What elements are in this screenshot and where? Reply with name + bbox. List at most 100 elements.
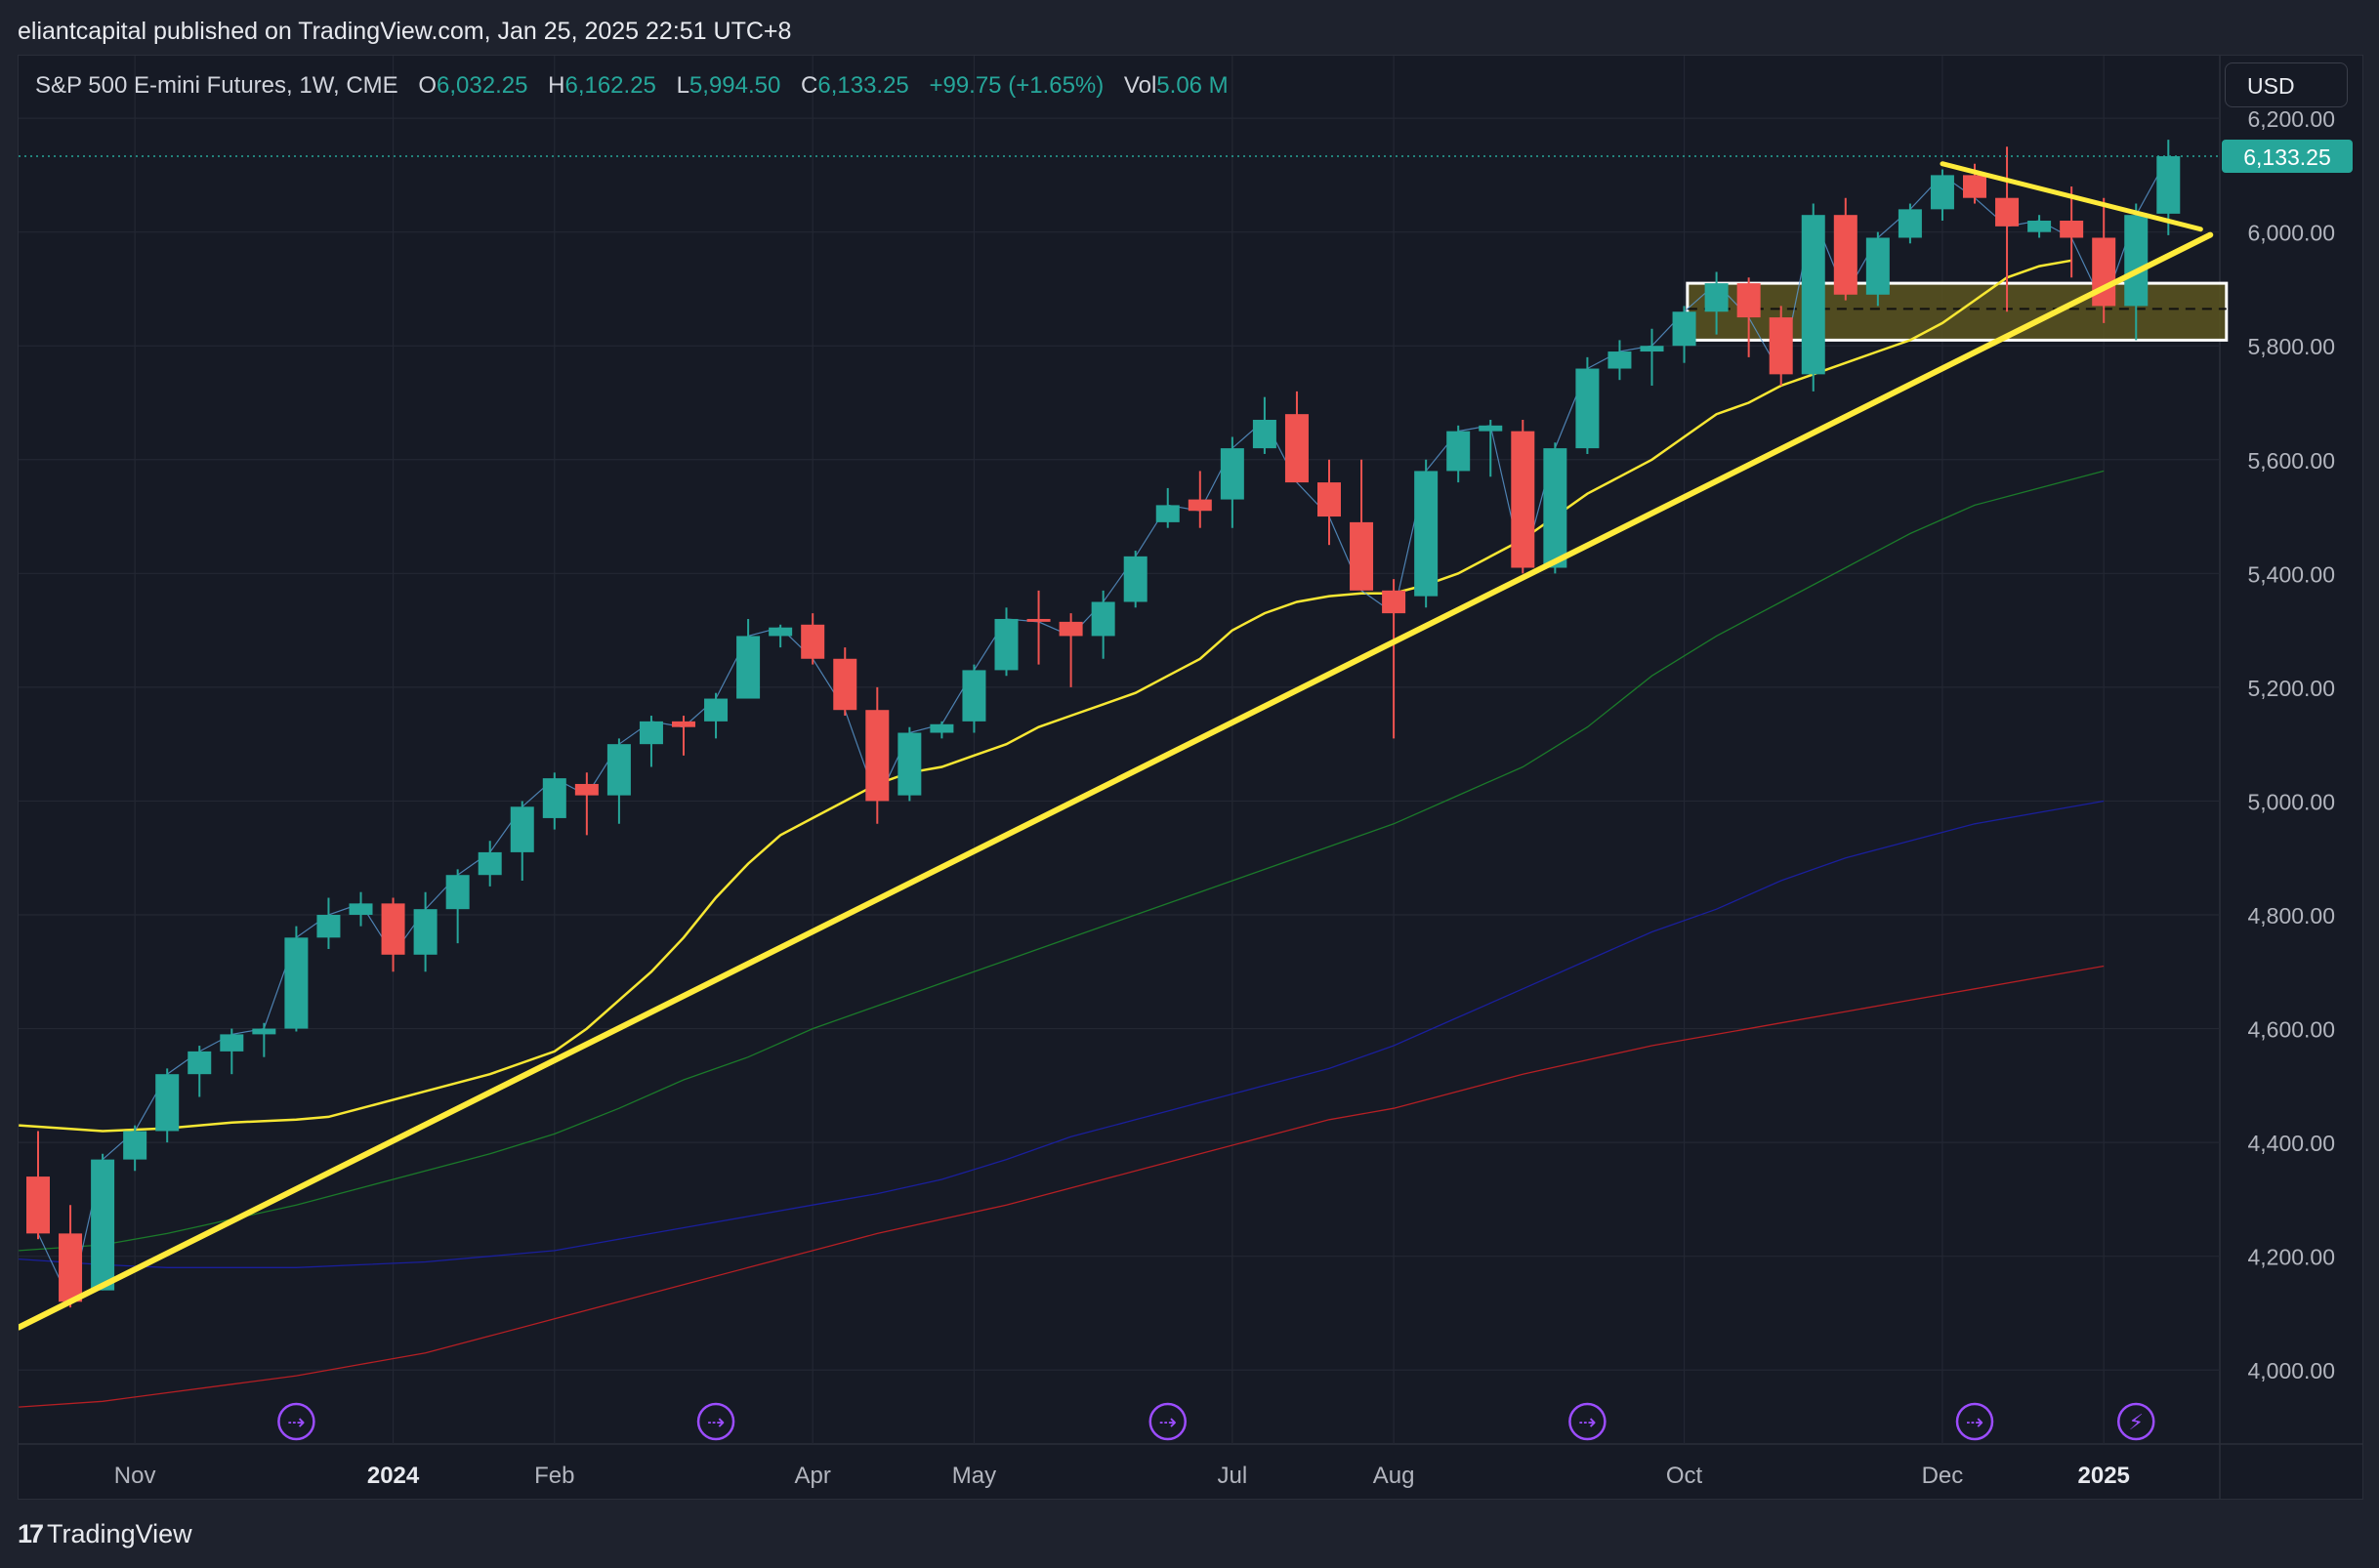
candle-up[interactable] [542,778,566,818]
candle-up[interactable] [1704,283,1729,312]
candle-up[interactable] [155,1074,180,1132]
candle-down[interactable] [801,624,825,659]
bottom-bar [0,1502,2379,1568]
candle-up[interactable] [1898,209,1922,238]
candle-up[interactable] [2156,156,2181,214]
candle-up[interactable] [91,1159,115,1291]
event-marker-icon[interactable] [1568,1402,1607,1441]
candle-up[interactable] [1123,556,1148,602]
y-tick-label: 4,600.00 [2247,1017,2335,1043]
candle-up[interactable] [252,1028,276,1035]
candle-up[interactable] [606,744,631,796]
moving-average-line [19,470,2105,1252]
trendline[interactable] [19,231,2214,1331]
candle-down[interactable] [26,1176,50,1234]
candle-down[interactable] [1769,317,1793,375]
candle-up[interactable] [1479,425,1503,432]
candle-up[interactable] [1865,237,1890,295]
candle-up[interactable] [1252,419,1276,449]
tradingview-brand[interactable]: 17 TradingView [18,1519,192,1549]
candle-up[interactable] [639,721,663,745]
low-label: L [676,72,689,99]
event-marker-icon[interactable] [2117,1402,2155,1441]
candle-down[interactable] [865,710,890,802]
candle-up[interactable] [1672,311,1696,347]
candle-down[interactable] [1350,521,1374,591]
candle-up[interactable] [284,937,309,1029]
x-tick-label: Feb [534,1463,574,1489]
candle-up[interactable] [510,806,534,852]
candle-up[interactable] [897,732,922,796]
candle-down[interactable] [1317,482,1341,517]
high-label: H [548,72,565,99]
candle-up[interactable] [1801,215,1825,375]
candle-up[interactable] [1414,471,1439,597]
event-marker-icon[interactable] [1148,1402,1187,1441]
candle-down[interactable] [574,783,599,796]
candle-down[interactable] [1511,431,1535,568]
candle-down[interactable] [1188,499,1212,512]
event-marker-icon[interactable] [696,1402,735,1441]
candle-up[interactable] [769,627,793,637]
candle-up[interactable] [736,636,761,699]
candle-up[interactable] [1446,431,1471,472]
candle-down[interactable] [833,658,857,711]
candle-down[interactable] [1736,283,1761,318]
candle-up[interactable] [2027,221,2052,232]
event-marker-icon[interactable] [1955,1402,1994,1441]
candle-down[interactable] [2092,237,2116,307]
high-value: 6,162.25 [564,72,656,99]
candle-down[interactable] [672,721,695,727]
candle-down[interactable] [1284,414,1309,483]
candle-up[interactable] [1930,175,1954,210]
y-tick-label: 4,400.00 [2247,1131,2335,1156]
candle-up[interactable] [1091,601,1115,637]
candle-up[interactable] [349,903,373,916]
candle-down[interactable] [1833,215,1857,295]
plot-background [19,56,2362,1499]
candle-up[interactable] [316,915,341,938]
candle-down[interactable] [1963,175,1986,198]
candle-up[interactable] [478,851,502,876]
event-marker-glyph: ⚡ [2129,1411,2144,1435]
candle-up[interactable] [1640,346,1664,352]
candle-up[interactable] [413,909,438,955]
event-marker-glyph: ⇢ [707,1411,725,1435]
candle-down[interactable] [2060,221,2084,238]
candle-up[interactable] [704,698,729,722]
candle-up[interactable] [2124,215,2149,307]
currency-selector[interactable]: USD [2225,62,2348,107]
candle-down[interactable] [59,1233,83,1302]
candle-down[interactable] [1059,621,1083,637]
candle-up[interactable] [1220,448,1244,500]
last-price-badge [2222,140,2353,174]
candle-up[interactable] [1155,505,1180,522]
candle-down[interactable] [381,903,405,955]
trendline[interactable] [1940,161,2203,232]
x-tick-label: Aug [1373,1463,1415,1489]
candle-up[interactable] [962,670,986,722]
candle-down[interactable] [1026,618,1051,622]
price-chart[interactable]: 4,000.00 4,200.00 4,400.00 4,600.00 4,800.00… [19,56,2362,1499]
candle-up[interactable] [1575,368,1600,449]
chart-frame[interactable]: 4,000.00 4,200.00 4,400.00 4,600.00 4,800.00… [18,55,2363,1500]
candle-up[interactable] [1607,351,1632,369]
candle-down[interactable] [1382,590,1406,614]
y-tick-label: 4,800.00 [2247,903,2335,928]
candle-up[interactable] [930,723,954,733]
candle-up[interactable] [1543,448,1567,568]
x-tick-label: Jul [1218,1463,1248,1489]
open-value: 6,032.25 [437,72,528,99]
y-tick-label: 6,000.00 [2247,221,2335,246]
candle-down[interactable] [1995,197,2020,227]
x-tick-label: May [952,1463,996,1489]
candle-up[interactable] [220,1034,244,1052]
event-marker-icon[interactable] [277,1402,315,1441]
candle-up[interactable] [123,1131,147,1160]
moving-average-line [19,800,2105,1268]
candle-up[interactable] [188,1051,212,1075]
low-value: 5,994.50 [689,72,781,99]
vol-value: 5.06 M [1156,72,1229,99]
candle-up[interactable] [994,618,1019,671]
candle-up[interactable] [445,875,470,910]
